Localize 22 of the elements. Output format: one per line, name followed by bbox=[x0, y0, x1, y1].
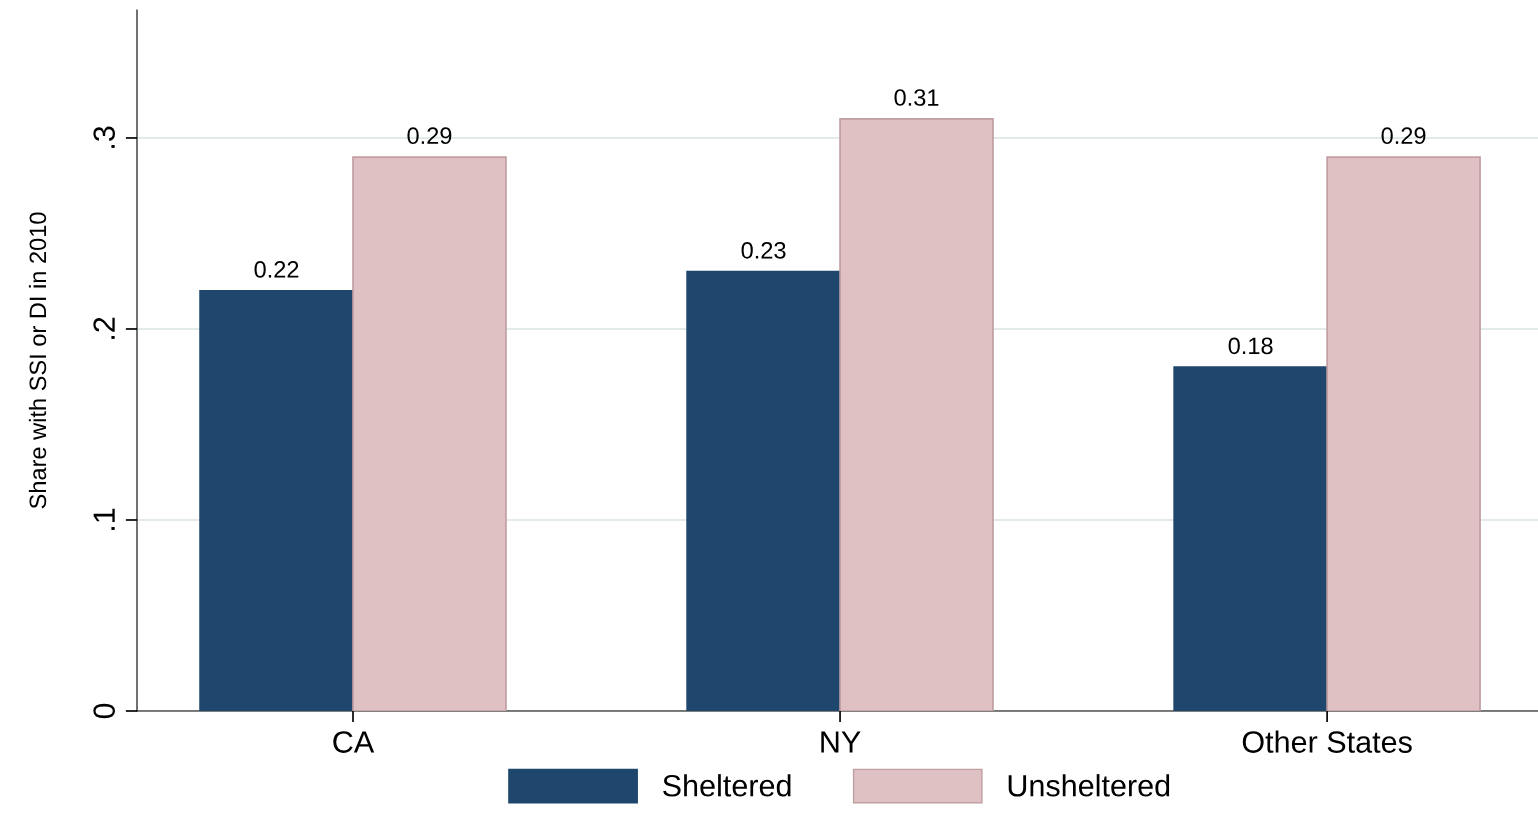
bar bbox=[686, 270, 841, 711]
bar bbox=[1326, 156, 1481, 711]
data-label: 0.31 bbox=[894, 89, 939, 106]
legend-label: Sheltered bbox=[663, 774, 791, 797]
data-label: 0.23 bbox=[741, 241, 786, 259]
data-label: 0.29 bbox=[1381, 127, 1426, 145]
x-tick-label: Other States bbox=[1242, 730, 1412, 753]
y-axis-title: Share with SSI or DI in 2010 bbox=[28, 212, 47, 509]
data-label: 0.18 bbox=[1228, 337, 1273, 355]
y-tick-label: .1 bbox=[93, 508, 115, 530]
bar bbox=[352, 156, 507, 711]
data-label: 0.29 bbox=[407, 127, 452, 145]
bar bbox=[839, 118, 994, 711]
y-tick-label: .2 bbox=[93, 317, 115, 339]
x-tick-label: CA bbox=[333, 731, 375, 753]
bar bbox=[199, 289, 354, 711]
bar bbox=[1173, 366, 1328, 711]
data-label: 0.22 bbox=[254, 261, 299, 278]
y-tick-label: .3 bbox=[93, 126, 115, 148]
x-tick-label: NY bbox=[821, 731, 861, 753]
y-tick-label: 0 bbox=[93, 703, 115, 719]
legend-label: Unsheltered bbox=[1008, 774, 1170, 797]
